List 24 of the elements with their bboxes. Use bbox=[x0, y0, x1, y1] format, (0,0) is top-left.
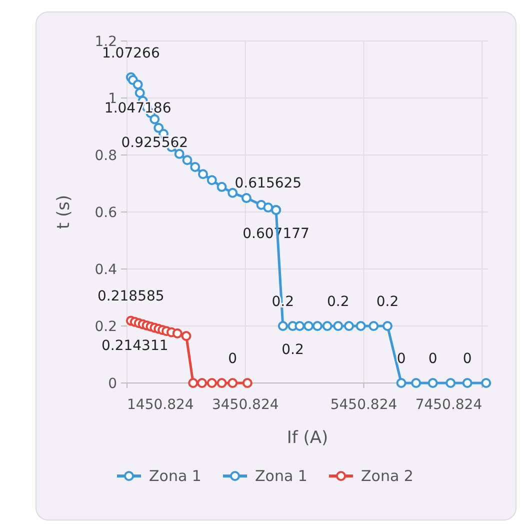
x-axis-title: If (A) bbox=[286, 428, 328, 448]
data-label: 0.2 bbox=[282, 342, 304, 358]
y-tick-label: 0.4 bbox=[94, 262, 118, 278]
data-label: 0.218585 bbox=[98, 288, 164, 305]
data-label: 0 bbox=[428, 351, 438, 367]
y-tick-label: 0.6 bbox=[94, 205, 118, 221]
data-label: 0 bbox=[228, 351, 238, 367]
data-label: 0.615625 bbox=[234, 176, 302, 192]
x-tick-label: 5450.824 bbox=[330, 397, 398, 413]
x-tick-label: 3450.824 bbox=[212, 397, 279, 413]
data-label: 0.214311 bbox=[101, 338, 168, 354]
y-tick-label: 0.2 bbox=[94, 319, 117, 335]
data-label: 0 bbox=[396, 351, 406, 367]
data-label: 0.2 bbox=[376, 294, 399, 310]
data-label: 0 bbox=[462, 351, 472, 367]
x-tick-label: 1450.824 bbox=[127, 397, 194, 413]
y-tick-label: 0.8 bbox=[94, 148, 117, 164]
y-axis-title: t (s) bbox=[54, 194, 74, 230]
legend-label: Zona 1 bbox=[255, 467, 308, 485]
y-tick-label: 0 bbox=[108, 376, 117, 392]
data-label: 0.2 bbox=[327, 294, 350, 310]
legend-label: Zona 1 bbox=[149, 467, 202, 485]
x-tick-label: 7450.824 bbox=[415, 397, 482, 413]
legend-label: Zona 2 bbox=[361, 467, 414, 485]
